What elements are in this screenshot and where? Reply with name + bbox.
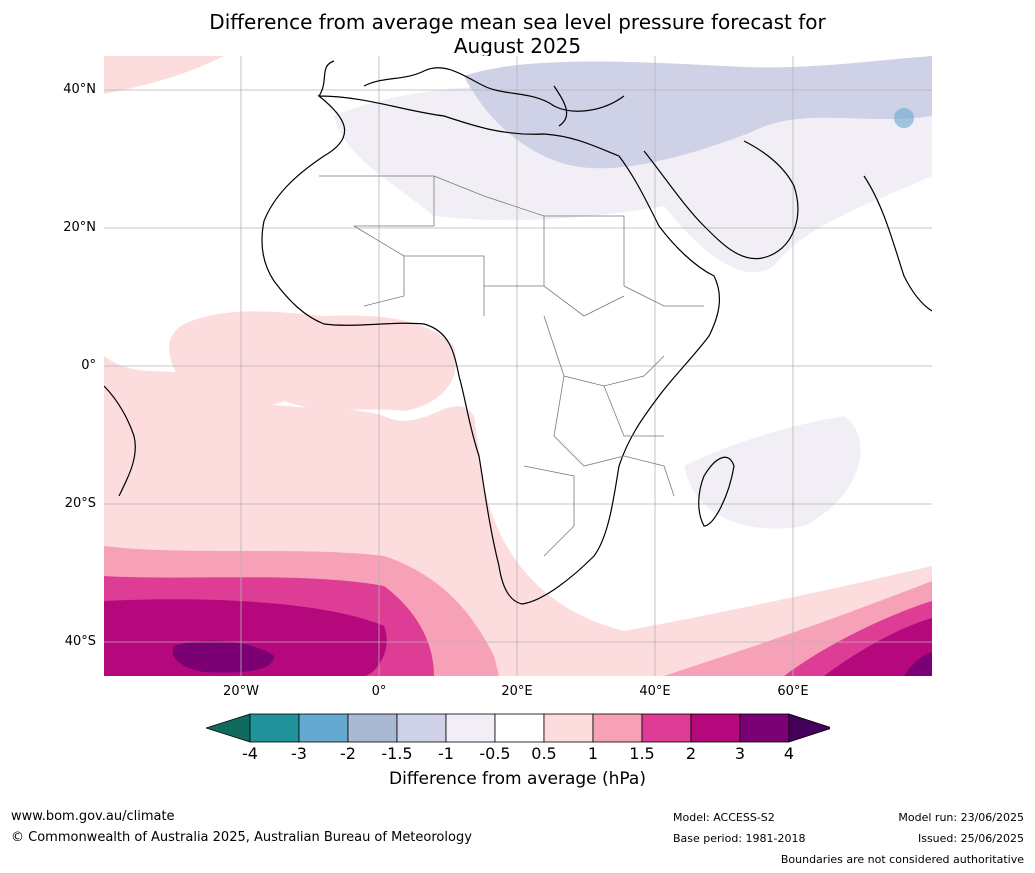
pressure-anomaly-map: [104, 56, 932, 676]
india-coast: [863, 175, 932, 312]
colorbar-segment: [445, 713, 496, 743]
colorbar-tick-label: -1.5: [381, 744, 413, 763]
map-title: Difference from average mean sea level p…: [0, 10, 1035, 58]
footer-website: www.bom.gov.au/climate: [11, 809, 175, 824]
africa-coast: [261, 95, 720, 605]
lat-label-20n: 20°N: [63, 220, 96, 235]
field-neg-med: [464, 56, 932, 169]
colorbar-tick-label: 0.5: [531, 744, 557, 763]
colorbar-segment: [690, 713, 741, 743]
colorbar-segment: [396, 713, 447, 743]
title-line-2: August 2025: [453, 34, 582, 58]
colorbar-tick-label: -1: [438, 744, 454, 763]
colorbar-segment: [249, 713, 300, 743]
colorbar-tick-label: 2: [685, 744, 697, 763]
colorbar-tick-label: -0.5: [479, 744, 511, 763]
footer-model-run: Model run: 23/06/2025: [898, 811, 1024, 824]
colorbar-tick-label: 1.5: [629, 744, 655, 763]
colorbar-extend-low: [206, 713, 251, 743]
colorbar-extend-high: [788, 713, 830, 743]
field-neg-north-light: [334, 76, 932, 273]
colorbar-tick-label: 3: [734, 744, 746, 763]
madagascar-coast: [698, 456, 735, 527]
colorbar-segment: [543, 713, 594, 743]
title-line-1: Difference from average mean sea level p…: [209, 10, 826, 34]
colorbar-segment: [739, 713, 790, 743]
colorbar-tick-label: -4: [242, 744, 258, 763]
field-neg-indian: [684, 416, 861, 529]
south-america-coast: [104, 385, 136, 497]
europe-coast: [318, 60, 625, 127]
field-pos-nw: [104, 56, 224, 94]
colorbar-tick-label: 4: [783, 744, 795, 763]
lon-label-0: 0°: [371, 684, 387, 699]
lon-label-40e: 40°E: [639, 684, 671, 699]
colorbar-segment: [298, 713, 349, 743]
footer-disclaimer: Boundaries are not considered authoritat…: [780, 853, 1024, 866]
country-boundaries: [319, 175, 704, 557]
footer-issued: Issued: 25/06/2025: [917, 832, 1024, 845]
lat-label-20s: 20°S: [64, 496, 96, 511]
map-panel: [104, 56, 932, 676]
colorbar-segment: [592, 713, 643, 743]
field-3-east: [904, 652, 932, 676]
lon-label-60e: 60°E: [777, 684, 809, 699]
lat-label-40s: 40°S: [64, 634, 96, 649]
colorbar-tick-label: -2: [340, 744, 356, 763]
footer-model: Model: ACCESS-S2: [673, 811, 775, 824]
coastlines: [104, 60, 932, 605]
footer-copyright: © Commonwealth of Australia 2025, Austra…: [11, 830, 472, 845]
lat-label-0: 0°: [81, 358, 96, 373]
lat-label-40n: 40°N: [63, 82, 96, 97]
colorbar-segment: [494, 713, 545, 743]
colorbar-label: Difference from average (hPa): [389, 769, 646, 789]
colorbar-tick-label: -3: [291, 744, 307, 763]
lon-label-20w: 20°W: [223, 684, 259, 699]
colorbar-segment: [641, 713, 692, 743]
arabia-coast: [643, 140, 799, 260]
anomaly-fields: [104, 56, 932, 676]
field-3-center: [172, 640, 274, 673]
field-neg-blue-spot: [894, 108, 914, 128]
colorbar: [206, 713, 830, 743]
footer-base-period: Base period: 1981-2018: [673, 832, 806, 845]
colorbar-tick-label: 1: [587, 744, 599, 763]
gridlines: [104, 56, 932, 676]
field-2-east: [824, 618, 932, 676]
lon-label-20e: 20°E: [501, 684, 533, 699]
colorbar-segment: [347, 713, 398, 743]
field-0p5-gulf-guinea: [169, 311, 456, 411]
